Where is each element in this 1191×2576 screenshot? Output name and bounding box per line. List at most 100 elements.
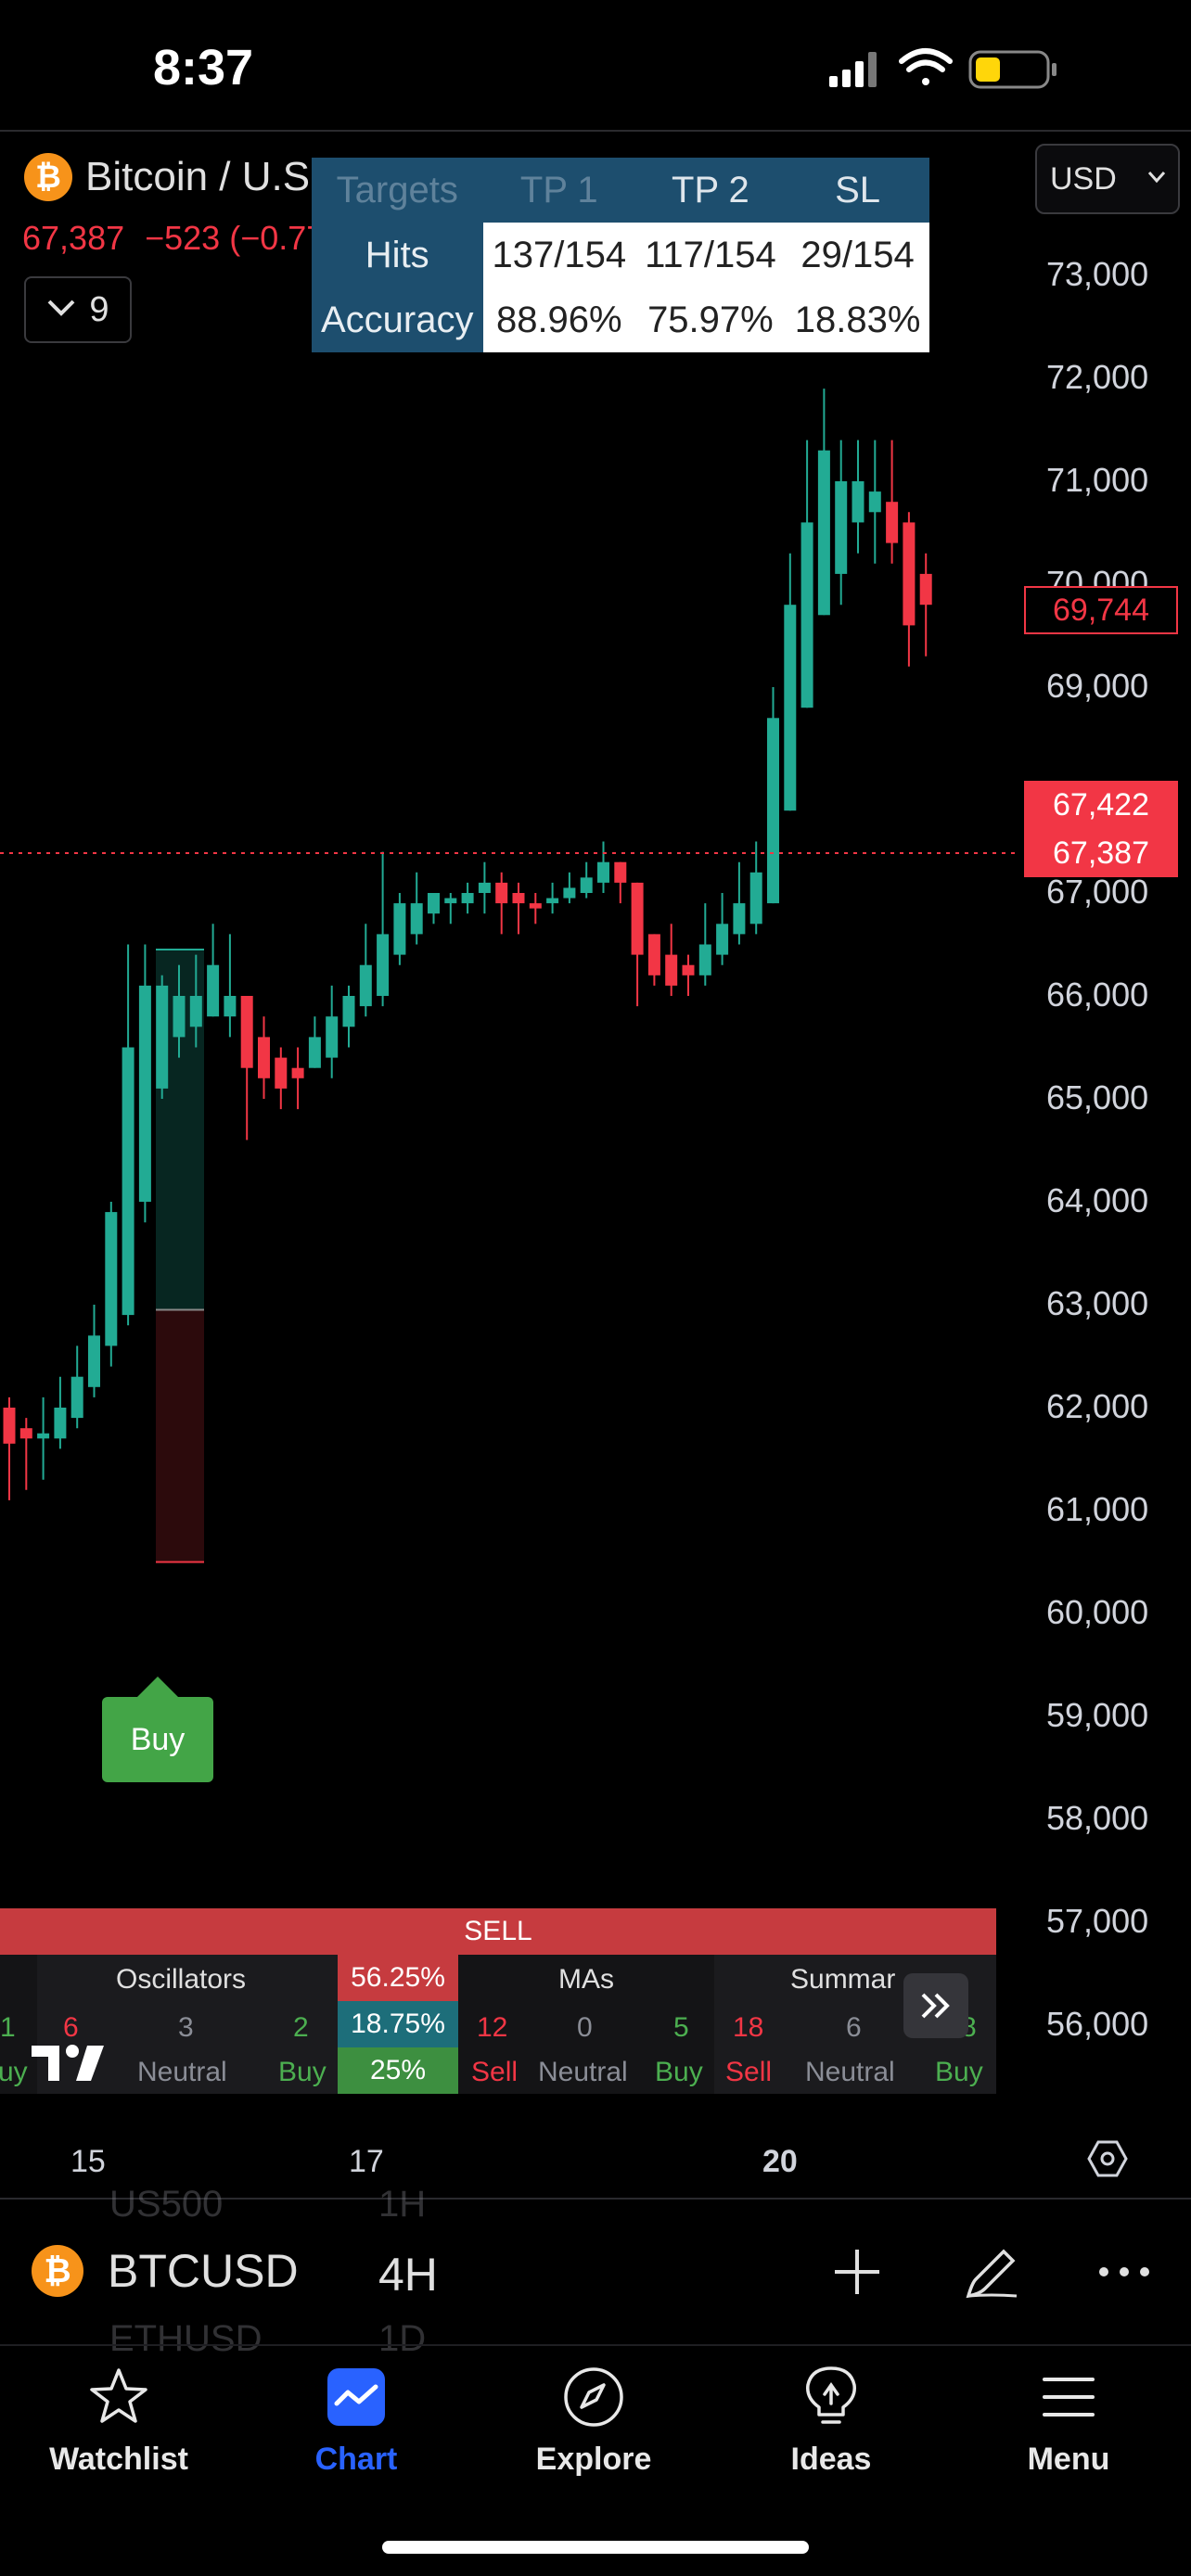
accuracy-sl: 18.83%: [785, 287, 930, 352]
ma-buy-count: 5: [673, 2012, 689, 2043]
currency-value: USD: [1050, 160, 1117, 197]
accuracy-tp2: 75.97%: [635, 287, 786, 352]
y-tick: 57,000: [1046, 1902, 1149, 1940]
cellular-signal-icon: [829, 52, 877, 87]
candle-body: [88, 1335, 100, 1387]
symbol-selector[interactable]: ₿ BTCUSD: [32, 2244, 299, 2298]
double-chevron-right-icon: [921, 1993, 950, 2019]
y-tick: 71,000: [1046, 461, 1149, 499]
candle-body: [275, 1057, 288, 1089]
ma-buy-label: Buy: [655, 2057, 703, 2087]
candle-body: [749, 872, 762, 925]
technicals-panel[interactable]: SELL Oscillators MAs Summar 1 uy 6 3 2 N…: [0, 1908, 996, 2094]
candle-body: [377, 934, 390, 996]
tab-label: Ideas: [790, 2442, 872, 2477]
mas-title: MAs: [558, 1964, 614, 1995]
bitcoin-logo-icon: ₿: [32, 2245, 83, 2297]
compass-icon: [557, 2360, 631, 2434]
chevron-down-icon: [46, 294, 76, 325]
y-tick: 73,000: [1046, 255, 1149, 293]
ma-neutral-label: Neutral: [538, 2057, 628, 2087]
candle-body: [767, 718, 779, 904]
star-icon: [82, 2360, 156, 2434]
candle-body: [258, 1037, 270, 1078]
tab-label: Chart: [314, 2442, 398, 2477]
candle-body: [291, 1067, 304, 1078]
osc-sell-count: 6: [63, 2012, 79, 2043]
y-tick: 64,000: [1046, 1181, 1149, 1219]
candle-body: [3, 1408, 16, 1444]
indicators-count: 9: [89, 289, 109, 329]
drawing-tools-button[interactable]: [955, 2238, 1030, 2305]
candle-body: [495, 882, 508, 904]
summary-sell-label: Sell: [725, 2057, 773, 2087]
technical-rating-bar: SELL: [0, 1908, 996, 1955]
price-chart[interactable]: [0, 132, 1020, 2098]
tab-label: Menu: [1027, 2442, 1110, 2477]
lightbulb-icon: [794, 2360, 868, 2434]
more-button[interactable]: [1087, 2238, 1161, 2305]
indicators-toggle-button[interactable]: 9: [24, 276, 132, 343]
osc-buy-count: 2: [293, 2012, 309, 2043]
sl-header: SL: [785, 158, 930, 223]
y-tick: 62,000: [1046, 1387, 1149, 1425]
chart-icon: [319, 2360, 393, 2434]
chart-settings-icon[interactable]: [1087, 2138, 1128, 2179]
y-tick: 65,000: [1046, 1078, 1149, 1116]
status-icons: [829, 48, 1057, 89]
tabbar-divider: [0, 2344, 1191, 2346]
targets-table: Targets TP 1 TP 2 SL Hits 137/154 117/15…: [312, 158, 930, 352]
candle-body: [444, 898, 457, 904]
top-divider: [0, 130, 1191, 132]
osc-neutral-count: 3: [178, 2012, 194, 2043]
hits-label: Hits: [312, 223, 483, 287]
tab-chart[interactable]: Chart: [263, 2360, 449, 2478]
candle-body: [478, 882, 491, 893]
candle-body: [207, 964, 220, 1017]
x-tick: 15: [70, 2144, 106, 2179]
candle-body: [189, 996, 202, 1027]
y-tick: 69,000: [1046, 667, 1149, 705]
candle-body: [512, 893, 525, 904]
y-tick: 66,000: [1046, 976, 1149, 1014]
home-indicator: [382, 2541, 809, 2554]
tab-explore[interactable]: Explore: [501, 2360, 686, 2478]
y-tick: 60,000: [1046, 1593, 1149, 1631]
expand-panel-button[interactable]: [903, 1973, 968, 2038]
summary-neutral-count: 6: [846, 2012, 862, 2043]
candle-body: [461, 893, 474, 904]
last-price: 67,387: [22, 219, 125, 257]
candle-body: [342, 996, 355, 1027]
candle-body: [647, 934, 660, 976]
more-dots-icon: [1099, 2267, 1149, 2276]
candle-body: [156, 985, 169, 1089]
candle-body: [886, 502, 899, 543]
add-button[interactable]: [820, 2238, 894, 2305]
candle-body: [716, 924, 729, 955]
candle-body: [529, 903, 542, 909]
neutral-percent: 18.75%: [338, 2001, 458, 2047]
chevron-down-icon: [1146, 162, 1167, 191]
hits-tp1: 137/154: [482, 223, 636, 287]
left-partial-label: uy: [0, 2057, 28, 2087]
sell-percent: 56.25%: [338, 1955, 458, 2001]
buy-signal-label: Buy: [102, 1677, 213, 1782]
high-price-tag: 69,744: [1024, 586, 1178, 634]
summary-sell-count: 18: [733, 2012, 764, 2043]
currency-select[interactable]: USD: [1035, 144, 1180, 214]
candle-body: [784, 605, 797, 811]
candle-body: [903, 522, 916, 626]
y-tick: 63,000: [1046, 1284, 1149, 1322]
osc-buy-label: Buy: [278, 2057, 327, 2087]
symbol-name: BTCUSD: [108, 2245, 299, 2297]
candle-body: [240, 996, 253, 1068]
tab-ideas[interactable]: Ideas: [738, 2360, 924, 2478]
tab-menu[interactable]: Menu: [976, 2360, 1161, 2478]
candle-body: [410, 903, 423, 935]
interval-selector[interactable]: 4H: [378, 2249, 438, 2301]
tab-watchlist[interactable]: Watchlist: [26, 2360, 211, 2478]
accuracy-tp1: 88.96%: [482, 287, 636, 352]
candle-body: [835, 481, 848, 574]
tradingview-logo-icon: [32, 2036, 121, 2097]
candle-body: [631, 882, 644, 955]
